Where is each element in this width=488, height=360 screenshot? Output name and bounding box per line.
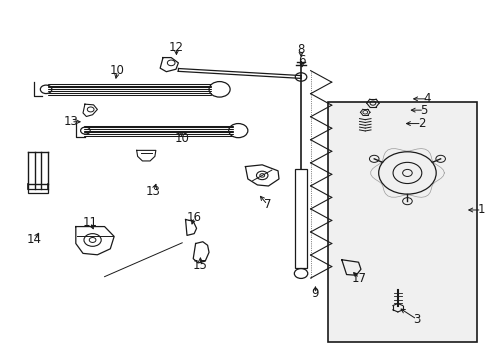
Text: 3: 3 [412, 313, 420, 326]
Bar [295, 170, 306, 268]
Text: 15: 15 [193, 259, 207, 272]
Text: 1: 1 [477, 203, 485, 216]
Text: 10: 10 [110, 64, 125, 77]
Text: 2: 2 [417, 117, 425, 130]
Bar [28, 189, 48, 193]
Text: 16: 16 [186, 211, 201, 224]
Text: 17: 17 [351, 271, 366, 284]
Text: 9: 9 [311, 287, 319, 300]
Text: 13: 13 [146, 185, 161, 198]
Text: 5: 5 [420, 104, 427, 117]
Text: 6: 6 [298, 54, 305, 67]
Bar [328, 102, 476, 342]
Text: 12: 12 [169, 41, 183, 54]
Text: 14: 14 [27, 233, 42, 246]
Text: 11: 11 [82, 216, 98, 229]
Text: 10: 10 [174, 132, 189, 145]
Text: 13: 13 [63, 115, 78, 128]
Text: 4: 4 [423, 93, 430, 105]
Text: 8: 8 [297, 43, 304, 56]
Text: 7: 7 [263, 198, 271, 211]
